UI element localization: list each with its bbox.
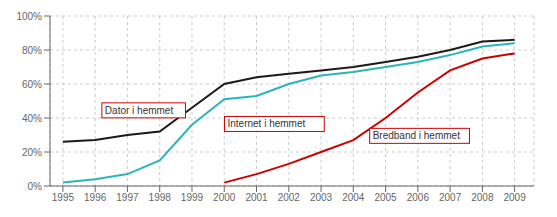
- svg-text:1995: 1995: [52, 192, 75, 203]
- svg-text:Dator i hemmet: Dator i hemmet: [105, 105, 174, 116]
- svg-text:2006: 2006: [407, 192, 430, 203]
- svg-text:2000: 2000: [213, 192, 236, 203]
- svg-text:20%: 20%: [22, 147, 42, 158]
- svg-text:1996: 1996: [84, 192, 107, 203]
- svg-text:80%: 80%: [22, 45, 42, 56]
- svg-text:2005: 2005: [374, 192, 397, 203]
- svg-text:2004: 2004: [342, 192, 365, 203]
- svg-text:Bredband i hemmet: Bredband i hemmet: [373, 130, 460, 141]
- svg-text:1997: 1997: [116, 192, 139, 203]
- svg-text:2002: 2002: [278, 192, 301, 203]
- svg-text:100%: 100%: [16, 11, 42, 22]
- svg-text:2003: 2003: [310, 192, 333, 203]
- svg-text:1998: 1998: [149, 192, 172, 203]
- svg-text:60%: 60%: [22, 79, 42, 90]
- svg-text:2001: 2001: [245, 192, 268, 203]
- svg-text:2007: 2007: [439, 192, 462, 203]
- svg-text:2009: 2009: [504, 192, 527, 203]
- svg-text:1999: 1999: [181, 192, 204, 203]
- svg-text:0%: 0%: [28, 181, 43, 192]
- svg-text:Internet i hemmet: Internet i hemmet: [227, 118, 305, 129]
- svg-text:2008: 2008: [471, 192, 494, 203]
- svg-text:40%: 40%: [22, 113, 42, 124]
